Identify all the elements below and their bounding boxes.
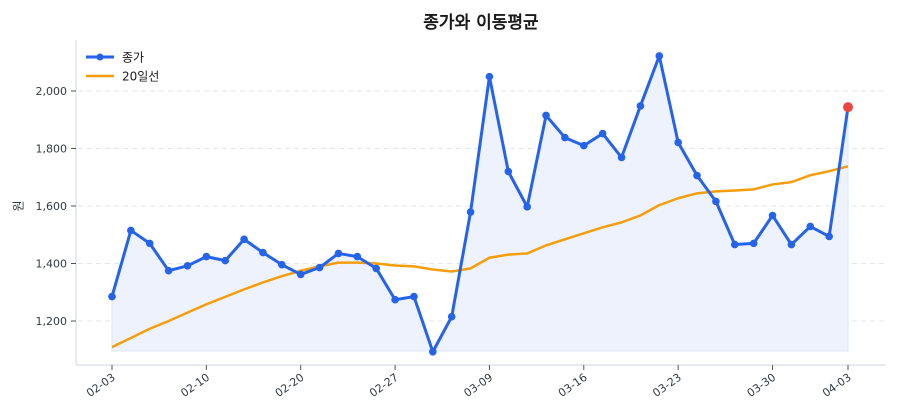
ma20-line [111, 165, 849, 349]
legend-label-close: 종가 [122, 51, 144, 65]
close-data-point [598, 129, 607, 138]
y-tick-label: 1,600 [36, 200, 68, 213]
close-data-point [825, 232, 833, 241]
close-data-point [183, 262, 192, 270]
x-tick-label: 03-30 [745, 371, 779, 400]
close-price-line [110, 54, 850, 354]
close-data-point [278, 260, 286, 269]
close-data-point [164, 266, 173, 275]
close-data-point [542, 111, 550, 120]
close-data-point [504, 167, 513, 176]
legend-label-ma20: 20일선 [122, 70, 159, 84]
y-axis-ticks: 1,200 1,400 1,600 1,800 2,000 [36, 85, 76, 328]
close-price-area-fill [111, 54, 849, 354]
close-data-point [806, 222, 815, 231]
close-data-point [202, 252, 211, 261]
series-layer [108, 52, 854, 356]
x-tick-label: 02-10 [178, 371, 212, 400]
close-data-point [617, 153, 626, 162]
close-data-point [674, 138, 682, 147]
close-data-point [447, 312, 456, 321]
y-tick-label: 1,200 [36, 315, 68, 328]
y-tick-label: 1,400 [36, 258, 68, 271]
axes [75, 40, 886, 366]
legend-item-close: 종가 [86, 51, 144, 65]
legend-item-ma20: 20일선 [86, 70, 159, 84]
close-data-point [693, 171, 701, 180]
close-data-point [127, 226, 135, 235]
close-data-point [749, 239, 758, 248]
close-area [111, 54, 849, 354]
close-data-point [730, 240, 739, 249]
x-tick-label: 03-16 [556, 371, 590, 400]
close-data-point [485, 72, 494, 81]
close-data-point [391, 295, 399, 304]
close-data-point [523, 203, 531, 211]
y-tick-label: 2,000 [36, 85, 68, 98]
close-data-point [712, 197, 720, 206]
close-data-point [334, 249, 343, 258]
close-data-point [636, 102, 645, 110]
close-data-point [768, 211, 777, 220]
close-data-point [296, 270, 305, 279]
legend-close-marker-icon [96, 53, 104, 61]
close-data-point [372, 264, 381, 273]
close-data-point [655, 52, 664, 60]
close-data-point [580, 141, 588, 150]
x-tick-label: 03-09 [462, 371, 496, 400]
close-data-point [259, 248, 267, 257]
close-data-point [108, 292, 116, 301]
chart-title: 종가와 이동평균 [423, 13, 539, 33]
close-data-point [466, 208, 475, 216]
y-axis-label: 원 [12, 200, 26, 211]
close-data-point [410, 292, 418, 301]
x-tick-label: 02-03 [84, 371, 118, 400]
latest-close-marker [843, 102, 854, 113]
close-data-point [315, 263, 324, 272]
x-tick-label: 02-27 [367, 371, 401, 400]
close-data-point [561, 133, 569, 142]
x-tick-label: 03-23 [650, 371, 684, 400]
close-data-point [240, 235, 248, 244]
legend: 종가 20일선 [86, 51, 159, 84]
y-tick-label: 1,800 [36, 143, 68, 156]
x-tick-label: 02-20 [273, 371, 307, 400]
x-tick-label: 04-03 [820, 371, 854, 400]
close-data-point [429, 347, 437, 356]
close-data-point [787, 240, 796, 249]
close-data-point [353, 252, 362, 261]
x-axis-ticks: 02-03 02-10 02-20 02-27 03-09 03-16 03-23 03-30… [84, 365, 854, 400]
close-data-point [145, 239, 154, 248]
close-data-point [221, 256, 230, 265]
